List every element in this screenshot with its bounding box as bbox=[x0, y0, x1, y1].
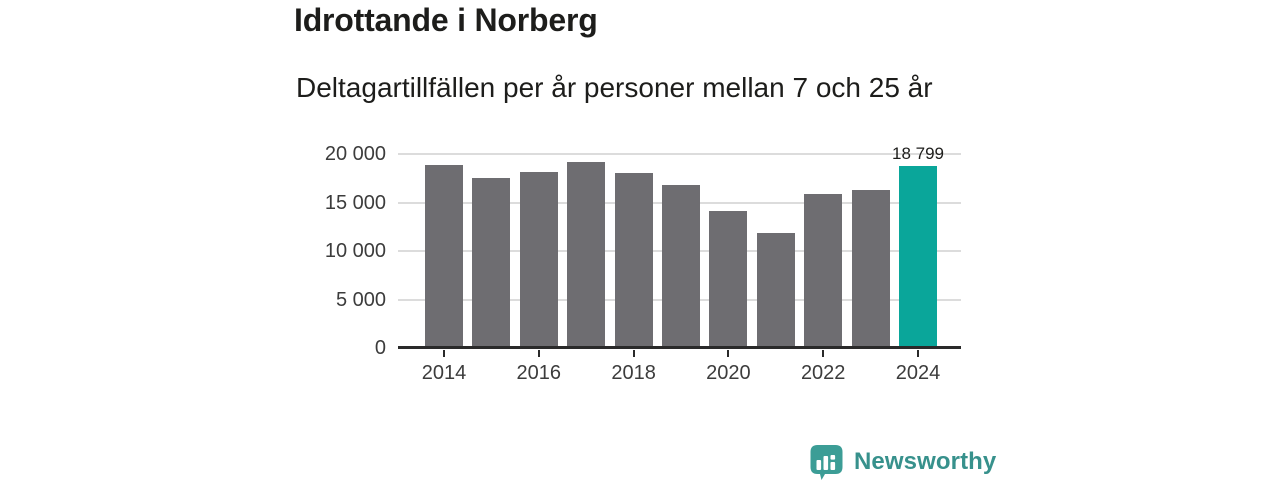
page-title: Idrottande i Norberg bbox=[294, 2, 598, 38]
bar bbox=[756, 232, 795, 348]
x-axis-tick-label: 2024 bbox=[895, 362, 941, 384]
bar bbox=[804, 193, 843, 348]
y-axis: 20 000 15 000 10 000 5 000 0 bbox=[290, 143, 386, 359]
bar bbox=[519, 172, 558, 348]
x-axis-tick bbox=[822, 350, 825, 357]
y-axis-tick-label: 10 000 bbox=[324, 240, 386, 262]
x-axis-tick-label: 2020 bbox=[706, 362, 751, 384]
x-axis-tick-label: 2018 bbox=[611, 362, 656, 384]
x-axis-tick bbox=[443, 350, 445, 357]
x-axis-tick bbox=[727, 350, 730, 357]
bar bbox=[472, 178, 511, 348]
bar bbox=[709, 211, 748, 348]
y-axis-tick-label: 20 000 bbox=[324, 143, 386, 165]
x-axis-tick bbox=[632, 350, 635, 357]
x-axis-tick-label: 2022 bbox=[800, 362, 846, 384]
y-axis-tick-label: 15 000 bbox=[324, 191, 386, 214]
newsworthy-brand-text: Newsworthy bbox=[854, 448, 997, 475]
x-axis-tick-label: 2014 bbox=[421, 362, 467, 384]
x-axis-tick-label: 2016 bbox=[516, 362, 562, 384]
newsworthy-logo-icon bbox=[810, 445, 843, 480]
y-axis-tick-label: 0 bbox=[374, 337, 386, 359]
plot-area: 18 799 2014 2016 2018 2020 2022 2024 bbox=[398, 144, 961, 384]
bar bbox=[614, 173, 653, 348]
chart-subtitle: Deltagartillfällen per år personer mella… bbox=[296, 72, 933, 103]
x-axis-tick bbox=[537, 350, 540, 357]
bar-value-label: 18 799 bbox=[892, 143, 944, 163]
bar bbox=[567, 161, 606, 348]
x-axis-line bbox=[398, 346, 961, 349]
x-axis-tick bbox=[917, 350, 919, 357]
newsworthy-attribution-link[interactable]: Newsworthy bbox=[808, 444, 996, 480]
bar bbox=[899, 165, 937, 348]
gridline bbox=[398, 153, 961, 155]
y-axis-tick-label: 5 000 bbox=[335, 288, 386, 311]
bar bbox=[662, 185, 700, 348]
bar bbox=[851, 189, 890, 348]
bar bbox=[425, 164, 463, 348]
